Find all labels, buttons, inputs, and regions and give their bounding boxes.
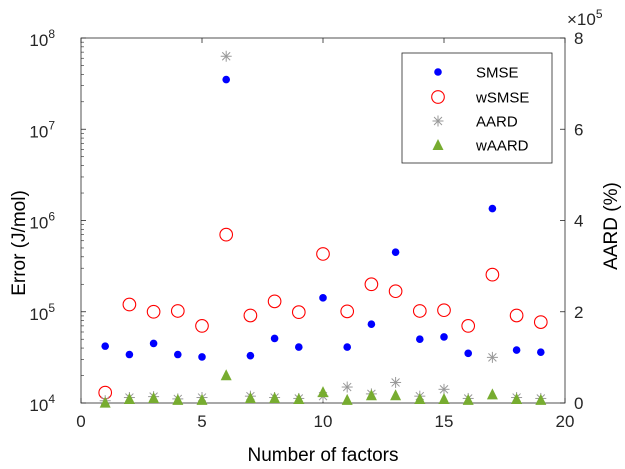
point-waard: [148, 392, 160, 404]
point-aard: [341, 381, 353, 393]
point-smse: [416, 335, 424, 344]
point-smse: [512, 346, 521, 354]
point-smse: [367, 320, 376, 329]
point-smse: [295, 343, 303, 351]
point-wsmse: [170, 304, 185, 318]
point-wsmse: [122, 297, 137, 312]
point-aard: [486, 351, 498, 363]
point-wsmse: [340, 304, 355, 319]
point-waard: [244, 392, 256, 404]
right-axis-multiplier-base: ×10: [567, 10, 596, 29]
legend-marker-smse: [434, 68, 442, 76]
series-wsmse: [98, 227, 548, 400]
point-waard: [172, 393, 184, 405]
point-smse: [464, 349, 473, 358]
point-smse: [488, 204, 497, 213]
point-wsmse: [195, 319, 209, 333]
point-aard: [390, 376, 402, 388]
right-axis-multiplier: ×105: [567, 7, 603, 29]
legend-label-smse: SMSE: [476, 65, 519, 82]
point-smse: [319, 294, 327, 302]
x-axis-label: Number of factors: [248, 445, 399, 466]
point-smse: [101, 342, 109, 350]
x-tick-label: 0: [76, 412, 85, 431]
point-wsmse: [267, 294, 282, 309]
point-smse: [198, 353, 206, 361]
point-smse: [125, 350, 134, 359]
y-left-tick-label: 108: [29, 27, 55, 50]
point-wsmse: [533, 315, 548, 329]
legend-label-wsmse: wSMSE: [475, 90, 529, 107]
legend-marker-waard: [432, 139, 444, 150]
point-waard: [511, 392, 523, 404]
point-waard: [293, 392, 305, 404]
point-waard: [438, 392, 450, 404]
y-right-tick-label: 8: [574, 29, 583, 48]
point-smse: [391, 248, 400, 256]
point-wsmse: [146, 304, 161, 319]
point-waard: [269, 392, 281, 404]
point-wsmse: [437, 303, 451, 318]
point-wsmse: [485, 267, 500, 282]
point-aard: [220, 50, 232, 62]
point-waard: [365, 389, 377, 401]
point-waard: [414, 392, 426, 404]
point-waard: [99, 396, 111, 408]
legend-label-waard: wAARD: [475, 138, 529, 155]
y-right-tick-label: 4: [574, 212, 583, 231]
x-tick-label: 20: [556, 412, 575, 431]
series-waard: [99, 369, 547, 408]
y-left-tick-label: 105: [29, 301, 55, 324]
x-tick-label: 15: [435, 412, 454, 431]
marks-layer: [98, 50, 548, 408]
point-smse: [440, 333, 448, 341]
point-wsmse: [509, 308, 524, 323]
legend-label-aard: AARD: [476, 114, 518, 131]
point-waard: [462, 393, 474, 405]
point-smse: [270, 334, 279, 343]
point-waard: [220, 369, 232, 381]
point-waard: [196, 393, 208, 405]
point-smse: [537, 348, 545, 357]
y-right-tick-label: 0: [574, 394, 583, 413]
y-left-tick-label: 104: [29, 392, 55, 415]
point-smse: [246, 351, 255, 360]
point-smse: [222, 75, 230, 84]
point-smse: [174, 350, 182, 359]
point-waard: [486, 388, 498, 400]
point-smse: [149, 339, 158, 348]
ticks-layer: 0 5 10 15 20 104 105 106 107 108 0 2 4 6 8: [29, 27, 583, 431]
legend-marker-wsmse: [431, 90, 445, 104]
y-left-tick-label: 107: [29, 118, 55, 141]
x-tick-label: 5: [197, 412, 206, 431]
point-smse: [343, 343, 352, 351]
point-wsmse: [219, 227, 234, 242]
point-wsmse: [388, 284, 403, 299]
point-wsmse: [291, 305, 306, 319]
point-wsmse: [316, 247, 330, 261]
legend-marker-aard: [432, 115, 444, 127]
y-right-tick-label: 2: [574, 303, 583, 322]
point-waard: [123, 392, 135, 404]
x-tick-label: 10: [314, 412, 333, 431]
point-waard: [341, 393, 353, 405]
point-wsmse: [412, 304, 427, 318]
y-left-tick-label: 106: [29, 210, 55, 233]
point-wsmse: [461, 319, 476, 333]
right-axis-multiplier-exponent: 5: [596, 7, 603, 21]
point-waard: [390, 389, 402, 401]
y-right-tick-label: 6: [574, 120, 583, 139]
y-axis-left-label: Error (J/mol): [9, 190, 30, 296]
series-smse: [101, 75, 545, 361]
point-waard: [317, 386, 329, 398]
legend-asterisk-shape: [432, 115, 444, 127]
point-wsmse: [364, 277, 379, 292]
point-wsmse: [243, 308, 258, 323]
point-waard: [535, 393, 547, 405]
legend-box: [401, 52, 553, 164]
y-axis-right-label: AARD (%): [601, 182, 622, 270]
legend: SMSE wSMSE AARD wAARD: [401, 52, 553, 164]
